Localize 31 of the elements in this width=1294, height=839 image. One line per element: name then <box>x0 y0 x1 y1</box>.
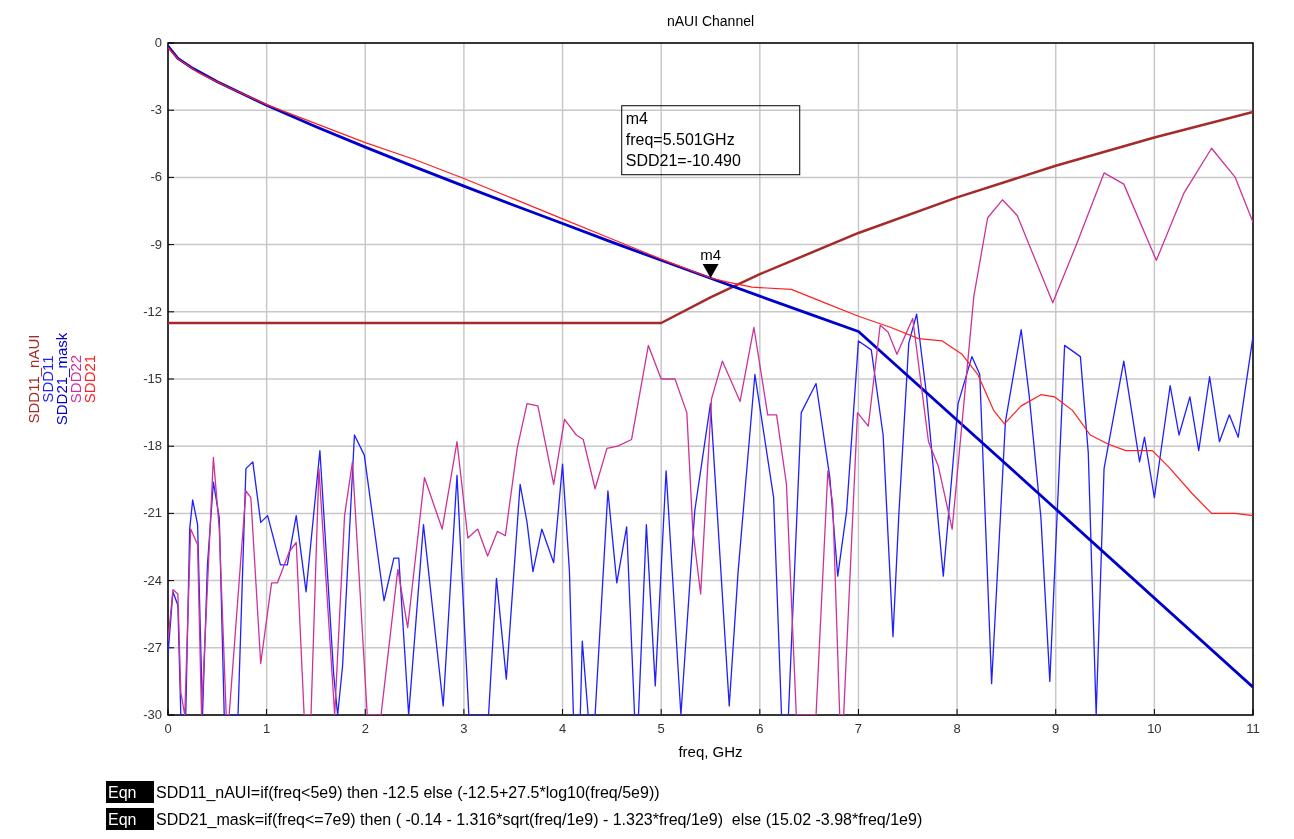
x-tick-label: 9 <box>1052 721 1060 736</box>
y-tick-label: -15 <box>143 371 162 386</box>
line-series <box>168 110 1253 325</box>
y-tick-label: -9 <box>150 236 162 252</box>
y-tick-label: -27 <box>143 639 162 655</box>
x-tick-label: 3 <box>460 721 468 736</box>
x-tick-label: 7 <box>854 721 863 736</box>
y-tick-label: -3 <box>150 102 162 118</box>
x-tick-label: 2 <box>361 721 369 736</box>
x-tick-label: 10 <box>1147 721 1162 736</box>
y-tick-label: -24 <box>143 572 162 588</box>
y-tick-label: -6 <box>150 169 162 185</box>
chart-title: nAUI Channel <box>666 13 755 29</box>
text: Eqn SDD21_mask=if(freq<=7e9) then ( -0.14 - 1.316*sqrt(freq/1e9) - 1.323*freq/1e9) else (15.02 -3.98*freq/1e9) <box>108 811 923 828</box>
x-tick-label: 5 <box>657 721 665 736</box>
x-tick-label: 8 <box>953 721 961 736</box>
line-series <box>168 46 1253 517</box>
x-tick-label: 1 <box>263 721 271 736</box>
y-tick-label: 0 <box>154 35 162 50</box>
y-tick-label: -21 <box>143 505 162 521</box>
text: Eqn SDD11_nAUI=if(freq<5e9) then -12.5 else (-12.5+27.5*log10(freq/5e9)) <box>108 784 660 801</box>
y-tick-label: -30 <box>143 707 162 722</box>
y-tick-label: -18 <box>143 438 162 454</box>
x-tick-label: 0 <box>164 721 172 736</box>
annotation: m4 <box>700 245 722 263</box>
x-axis-title: freq, GHz <box>678 743 743 760</box>
y-tick-label: -12 <box>143 303 162 319</box>
x-tick-label: 11 <box>1246 721 1260 736</box>
x-tick-label: 6 <box>756 721 764 736</box>
annotation: m4 freq=5.501GHz SDD21=-10.490 <box>625 109 742 169</box>
x-tick-label: 4 <box>558 721 567 736</box>
